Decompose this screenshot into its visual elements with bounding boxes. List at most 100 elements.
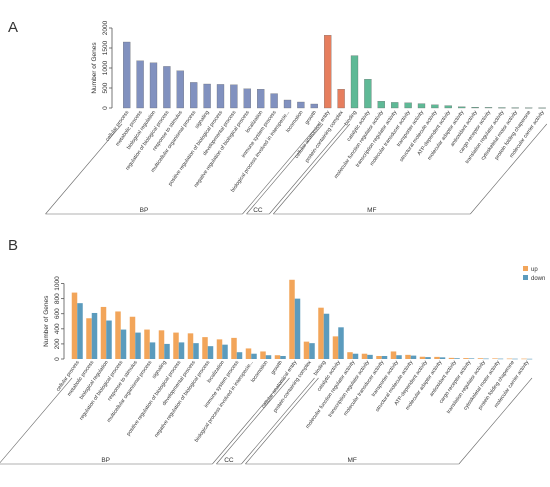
y-tick-label: 1000 — [54, 276, 61, 291]
bar-down — [251, 353, 257, 359]
legend-label-up: up — [531, 267, 538, 273]
bar — [377, 101, 385, 109]
group-bracket-right — [269, 123, 347, 215]
bar-down — [410, 355, 417, 359]
y-tick-label: 1500 — [102, 40, 109, 55]
bar-up — [129, 316, 136, 359]
bar-up — [289, 279, 295, 359]
y-tick-label: 800 — [54, 293, 61, 304]
bar-down — [77, 303, 83, 359]
bar-down — [396, 355, 402, 359]
bar-up — [361, 353, 368, 359]
group-label: CC — [224, 457, 234, 464]
group-label: BP — [140, 207, 149, 214]
bar-up — [115, 311, 121, 359]
bar — [230, 84, 238, 109]
bar — [417, 103, 426, 109]
bar-down — [135, 332, 141, 359]
bar-down — [106, 320, 112, 359]
y-tick-label: 0 — [54, 357, 61, 361]
bar — [444, 105, 452, 109]
bar — [283, 99, 292, 109]
bar — [484, 107, 493, 109]
bar-down — [323, 313, 330, 359]
bar-down — [294, 298, 301, 359]
group-bracket-right — [212, 377, 286, 465]
group-bracket-left — [0, 377, 73, 464]
bar-up — [245, 348, 252, 359]
bar-down — [381, 355, 388, 359]
legend-swatch-down — [523, 275, 528, 280]
bar-up — [86, 318, 92, 359]
bar — [190, 82, 198, 109]
bar — [216, 84, 225, 109]
bar-up — [144, 329, 150, 359]
group-label: MF — [347, 457, 356, 464]
bar-up — [506, 358, 513, 360]
group-bracket-left — [273, 123, 351, 215]
bar — [511, 107, 519, 109]
bar-down — [367, 354, 373, 359]
group-label: BP — [101, 457, 110, 464]
bar-down — [120, 329, 127, 359]
bar-down — [454, 358, 460, 359]
panel-b-label: B — [8, 237, 18, 254]
bar — [538, 107, 546, 109]
bar-down — [265, 355, 272, 359]
y-tick-label: 2000 — [102, 20, 109, 35]
bar — [243, 88, 251, 109]
bar — [176, 70, 184, 109]
bar-up — [158, 330, 165, 359]
category-label: growth — [270, 360, 284, 376]
bar-down — [91, 312, 98, 359]
y-tick-label: 500 — [102, 82, 109, 93]
group-bracket-right — [242, 123, 320, 215]
panel-a-label: A — [8, 19, 18, 36]
legend-swatch-up — [523, 266, 528, 271]
bar — [136, 60, 144, 109]
bar-down — [178, 342, 185, 359]
bar — [203, 83, 211, 109]
bar — [498, 107, 506, 109]
bar-down — [352, 353, 359, 359]
legend-label-down: down — [531, 276, 545, 282]
bar-down — [425, 357, 431, 359]
group-bracket-left — [246, 123, 324, 215]
bar-up — [463, 358, 469, 359]
bar — [324, 35, 332, 109]
bar-down — [338, 327, 344, 359]
bar-up — [202, 337, 208, 359]
bar-down — [439, 357, 446, 359]
bar-up — [390, 351, 397, 359]
bar-up — [274, 355, 281, 359]
bar — [364, 79, 372, 109]
bar-down — [222, 344, 228, 359]
bar — [297, 101, 305, 109]
bar — [458, 106, 466, 109]
group-label: MF — [367, 207, 376, 214]
bar-down — [164, 343, 170, 359]
bar — [525, 107, 533, 109]
y-tick-label: 600 — [54, 308, 61, 319]
bar-up — [216, 339, 223, 359]
bar-down — [497, 358, 504, 360]
y-axis-label: Number of Genes — [43, 295, 50, 347]
bar-up — [303, 341, 310, 359]
bar-down — [207, 346, 214, 359]
bar — [310, 103, 318, 109]
bar-down — [468, 358, 475, 359]
group-bracket-left — [45, 123, 123, 215]
bar — [257, 89, 265, 109]
bar-up — [521, 358, 527, 360]
group-bracket-right — [241, 377, 315, 465]
bar — [149, 62, 158, 109]
bar — [431, 104, 439, 109]
bar — [471, 107, 479, 109]
group-label: CC — [253, 207, 263, 214]
bar-down — [483, 358, 489, 360]
bar-up — [100, 306, 107, 359]
bar — [404, 102, 412, 109]
